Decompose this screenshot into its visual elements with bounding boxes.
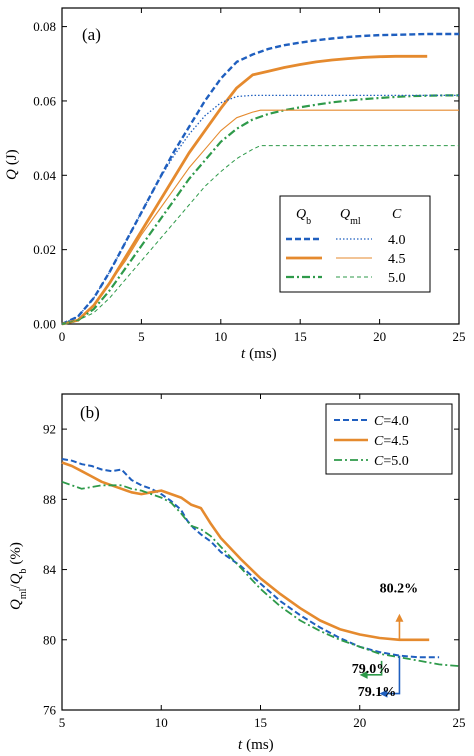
series-group-b bbox=[61, 458, 460, 667]
a-series-line-qb-c-4-0 bbox=[61, 32, 459, 326]
a-x-tick-label: 20 bbox=[373, 329, 386, 344]
legend-header-qb: Qb bbox=[296, 207, 311, 227]
b-y-tick-label: 84 bbox=[43, 562, 57, 577]
a-x-tick-label: 25 bbox=[453, 329, 466, 344]
b-y-tick-label: 92 bbox=[43, 422, 56, 437]
a-series-line-qml-c-5-0 bbox=[61, 145, 459, 325]
b-series-line-c-4-0 bbox=[61, 458, 440, 659]
legend-label-c-4-5: 4.5 bbox=[388, 252, 406, 267]
a-x-tick-label: 5 bbox=[138, 329, 145, 344]
legend-label-b-5-0: C=5.0 bbox=[374, 454, 409, 469]
b-x-tick-label: 20 bbox=[353, 715, 366, 730]
b-y-tick-label: 80 bbox=[43, 632, 56, 647]
x-axis-title-b: t (ms) bbox=[238, 737, 274, 753]
a-x-tick-label: 10 bbox=[214, 329, 227, 344]
a-series-line-qb-c-4-5 bbox=[61, 54, 428, 326]
chart-panel-b: 5 10 15 20 25 76 80 84 88 92 (b) C=4.0 C=4.5 C=5.… bbox=[8, 393, 466, 753]
legend-label-c-4-0: 4.0 bbox=[388, 233, 406, 248]
legend-header-c: C bbox=[392, 207, 402, 222]
legend-label-c-5-0: 5.0 bbox=[388, 271, 406, 286]
b-y-tick-label: 88 bbox=[43, 492, 56, 507]
b-series-line-c-4-5 bbox=[61, 461, 430, 642]
annotation-label: 79.0% bbox=[352, 662, 391, 677]
a-series-line-qml-c-4-0 bbox=[61, 94, 459, 325]
a-y-tick-label: 0.08 bbox=[33, 19, 56, 34]
x-axis-title-a: t (ms) bbox=[241, 346, 277, 362]
y-axis-title-b: Qml/Qb(%) bbox=[8, 542, 29, 610]
b-x-tick-label: 10 bbox=[155, 715, 168, 730]
legend-a: Qb Qml C 4.0 4.5 5.0 bbox=[279, 195, 431, 293]
legend-b: C=4.0 C=4.5 C=5.0 bbox=[325, 403, 453, 475]
legend-label-b-4-0: C=4.0 bbox=[374, 414, 409, 429]
annotation-label: 80.2% bbox=[380, 581, 419, 596]
annotation-arrow bbox=[383, 655, 401, 695]
a-y-tick-label: 0.00 bbox=[33, 317, 56, 332]
a-y-tick-label: 0.04 bbox=[33, 168, 56, 183]
legend-header-qml: Qml bbox=[340, 207, 361, 227]
panel-label-a: (a) bbox=[82, 25, 101, 44]
a-series-line-qml-c-4-5 bbox=[61, 109, 459, 325]
b-y-tick-label: 76 bbox=[43, 703, 57, 718]
axes-ticks-a: 0 5 10 15 20 25 0.00 0.02 0.04 0.06 0.08 bbox=[33, 8, 466, 344]
b-x-tick-label: 5 bbox=[59, 715, 66, 730]
a-y-tick-label: 0.02 bbox=[33, 242, 56, 257]
b-x-tick-label: 25 bbox=[453, 715, 466, 730]
a-x-tick-label: 15 bbox=[294, 329, 307, 344]
panel-label-b: (b) bbox=[80, 403, 100, 422]
a-series-line-qb-c-5-0 bbox=[61, 94, 459, 326]
a-y-tick-label: 0.06 bbox=[33, 93, 56, 108]
annotation-arrow bbox=[363, 660, 383, 676]
axes-ticks-b: 5 10 15 20 25 76 80 84 88 92 bbox=[43, 394, 466, 730]
legend-label-b-4-5: C=4.5 bbox=[374, 434, 409, 449]
annotations-b: 80.2% 79.0% 79.1% bbox=[352, 581, 418, 700]
chart-panel-a: 0 5 10 15 20 25 0.00 0.02 0.04 0.06 0.08 (a) Qb Qm… bbox=[4, 7, 466, 362]
annotation-label: 79.1% bbox=[358, 685, 397, 700]
a-x-tick-label: 0 bbox=[59, 329, 66, 344]
b-x-tick-label: 15 bbox=[254, 715, 267, 730]
plot-frame-a bbox=[61, 7, 460, 325]
series-group-a bbox=[61, 32, 459, 326]
y-axis-title-a: Q(J) bbox=[4, 149, 20, 180]
